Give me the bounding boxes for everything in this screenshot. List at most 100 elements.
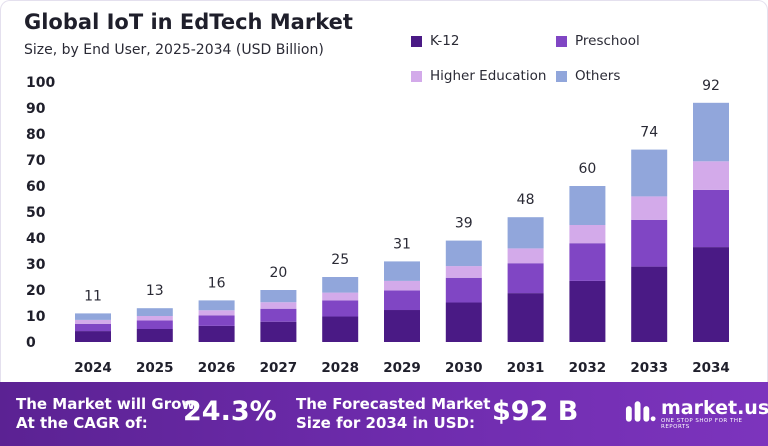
bar-segment-others (445, 240, 482, 267)
legend-item-others: Others (556, 68, 620, 84)
bar-segment-higher-education (384, 280, 420, 291)
x-tick-label: 2028 (321, 360, 359, 376)
bar-segment-k-12 (507, 293, 544, 342)
x-tick-label: 2030 (445, 360, 483, 376)
bar-segment-others (198, 300, 235, 311)
x-tick-label: 2029 (383, 360, 421, 376)
bar-segment-k-12 (631, 266, 668, 342)
x-tick-label: 2034 (692, 360, 730, 376)
bar-segment-preschool (260, 308, 297, 322)
bar-total-label: 74 (640, 125, 658, 141)
bar-segment-k-12 (445, 302, 482, 342)
bar-segment-preschool (507, 263, 544, 294)
legend-label-preschool: Preschool (575, 33, 640, 49)
bar-segment-others (507, 217, 544, 249)
cagr-label-line1: The Market will Grow (16, 395, 196, 413)
bar-total-label: 31 (393, 236, 411, 252)
x-tick-label: 2024 (74, 360, 112, 376)
footer-banner: The Market will Grow At the CAGR of: 24.… (0, 382, 768, 446)
x-tick-label: 2027 (260, 360, 298, 376)
y-tick-label: 0 (26, 335, 36, 351)
bar-segment-others (631, 149, 668, 197)
stacked-bar-chart: 0102030405060708090100112024132025162026… (26, 75, 730, 376)
bar-total-label: 25 (331, 252, 349, 268)
bar-segment-preschool (384, 290, 420, 311)
legend-swatch-higher-education (411, 70, 422, 82)
y-tick-label: 30 (26, 257, 46, 273)
legend-item-higher-education: Higher Education (411, 68, 546, 84)
bar-segment-others (569, 186, 606, 225)
chart-subtitle: Size, by End User, 2025-2034 (USD Billio… (24, 42, 324, 58)
bar-segment-k-12 (693, 247, 729, 342)
bar-total-label: 13 (146, 283, 164, 299)
y-tick-label: 10 (26, 309, 46, 325)
chart-title: Global IoT in EdTech Market (24, 10, 353, 34)
x-tick-label: 2033 (630, 360, 668, 376)
cagr-value: 24.3% (183, 396, 277, 427)
bar-total-label: 48 (517, 192, 535, 208)
bar-segment-higher-education (445, 266, 482, 278)
bar-segment-higher-education (569, 225, 606, 244)
x-tick-label: 2032 (569, 360, 607, 376)
forecast-label-line2: Size for 2034 in USD: (296, 414, 475, 432)
bar-segment-preschool (445, 277, 482, 303)
bar-segment-preschool (569, 243, 606, 281)
bar-segment-k-12 (260, 321, 297, 342)
bar-segment-k-12 (198, 325, 235, 342)
y-tick-label: 20 (26, 283, 46, 299)
bar-segment-higher-education (260, 302, 297, 309)
y-tick-label: 70 (26, 153, 46, 169)
y-tick-label: 40 (26, 231, 46, 247)
x-tick-label: 2026 (198, 360, 236, 376)
brand-tagline: ONE STOP SHOP FOR THE REPORTS (661, 418, 743, 430)
bar-segment-higher-education (75, 319, 111, 324)
bar-segment-others (260, 290, 297, 303)
brand-name: market.us (661, 397, 768, 419)
bar-segment-preschool (631, 219, 668, 267)
bar-segment-others (136, 308, 173, 316)
bar-segment-higher-education (631, 196, 668, 220)
bar-segment-others (693, 102, 729, 162)
bar-segment-others (75, 313, 111, 320)
bar-total-label: 92 (702, 78, 720, 94)
bar-segment-others (384, 261, 420, 281)
legend-label-others: Others (575, 68, 621, 84)
brand-logo[interactable]: market.us ONE STOP SHOP FOR THE REPORTS (624, 398, 768, 430)
y-tick-label: 60 (26, 179, 46, 195)
bar-segment-higher-education (322, 292, 359, 301)
market-us-logo-icon (625, 401, 656, 422)
cagr-label: The Market will Grow At the CAGR of: (16, 395, 195, 433)
bar-segment-k-12 (384, 310, 420, 342)
legend-item-preschool: Preschool (556, 33, 640, 49)
bar-total-label: 60 (578, 161, 596, 177)
x-tick-label: 2025 (136, 360, 174, 376)
bar-segment-others (322, 277, 359, 293)
bar-segment-higher-education (507, 248, 544, 264)
bar-segment-preschool (136, 320, 173, 329)
forecast-label: The Forecasted Market Size for 2034 in U… (296, 395, 490, 433)
forecast-label-line1: The Forecasted Market (296, 395, 491, 413)
bar-total-label: 20 (269, 265, 287, 281)
y-tick-label: 90 (26, 101, 46, 117)
bar-total-label: 16 (208, 275, 226, 291)
bar-segment-preschool (693, 189, 729, 248)
bar-segment-k-12 (75, 331, 111, 342)
y-tick-label: 50 (26, 205, 46, 221)
legend-swatch-others (556, 70, 567, 82)
bar-segment-k-12 (322, 316, 359, 342)
legend-swatch-k12 (411, 35, 422, 47)
bar-segment-preschool (75, 323, 111, 332)
cagr-label-line2: At the CAGR of: (16, 414, 148, 432)
legend-item-k12: K-12 (411, 33, 460, 49)
bar-segment-higher-education (198, 310, 235, 316)
bar-total-label: 39 (455, 216, 473, 232)
bar-segment-higher-education (693, 161, 729, 190)
y-tick-label: 100 (26, 75, 55, 91)
bar-segment-k-12 (136, 329, 173, 342)
bar-segment-k-12 (569, 280, 606, 342)
bar-total-label: 11 (84, 288, 102, 304)
forecast-value: $92 B (492, 396, 579, 427)
bar-segment-preschool (198, 315, 235, 326)
legend-swatch-preschool (556, 35, 567, 47)
y-tick-label: 80 (26, 127, 46, 143)
